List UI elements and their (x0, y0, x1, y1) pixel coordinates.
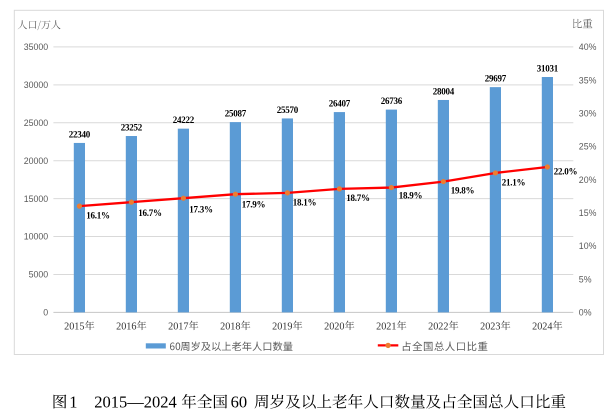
svg-text:15000: 15000 (24, 194, 49, 204)
svg-text:10000: 10000 (24, 232, 49, 242)
svg-text:31031: 31031 (537, 63, 559, 73)
svg-text:25%: 25% (579, 142, 597, 152)
svg-text:2022: 2022 (428, 321, 448, 332)
svg-text:17.9%: 17.9% (242, 200, 266, 210)
svg-text:2015: 2015 (64, 321, 84, 332)
svg-text:28004: 28004 (433, 86, 455, 96)
svg-text:16.1%: 16.1% (86, 211, 110, 221)
svg-text:2017: 2017 (168, 321, 188, 332)
svg-text:23252: 23252 (121, 122, 143, 132)
svg-text:30%: 30% (579, 109, 597, 119)
svg-text:20000: 20000 (24, 156, 49, 166)
svg-text:2020: 2020 (324, 321, 344, 332)
svg-text:22340: 22340 (69, 129, 91, 139)
svg-text:29697: 29697 (485, 74, 507, 84)
svg-text:15%: 15% (579, 208, 597, 218)
svg-text:17.3%: 17.3% (189, 205, 213, 215)
svg-text:0%: 0% (579, 308, 592, 318)
svg-text:21.1%: 21.1% (502, 178, 526, 188)
svg-text:20%: 20% (579, 175, 597, 185)
svg-text:2019: 2019 (272, 321, 292, 332)
svg-text:2015—2024: 2015—2024 (94, 392, 177, 411)
svg-text:25000: 25000 (24, 118, 49, 128)
svg-text:25087: 25087 (225, 109, 247, 119)
svg-text:18.9%: 18.9% (399, 191, 423, 201)
svg-text:60: 60 (231, 392, 248, 411)
svg-text:18.1%: 18.1% (293, 198, 317, 208)
svg-text:0: 0 (43, 308, 48, 318)
svg-text:19.8%: 19.8% (451, 186, 475, 196)
svg-text:5%: 5% (579, 274, 592, 284)
svg-text:30000: 30000 (24, 80, 49, 90)
svg-text:16.7%: 16.7% (138, 208, 162, 218)
svg-text:2024: 2024 (532, 321, 552, 332)
svg-text:35000: 35000 (24, 42, 49, 52)
svg-text:35%: 35% (579, 75, 597, 85)
svg-text:22.0%: 22.0% (554, 167, 578, 177)
svg-text:2018: 2018 (220, 321, 240, 332)
svg-text:40%: 40% (579, 42, 597, 52)
svg-text:1: 1 (69, 392, 77, 411)
svg-text:25570: 25570 (277, 105, 299, 115)
svg-text:5000: 5000 (29, 270, 49, 280)
svg-text:18.7%: 18.7% (346, 193, 370, 203)
svg-text:24222: 24222 (173, 115, 195, 125)
svg-text:10%: 10% (579, 241, 597, 251)
svg-text:2016: 2016 (116, 321, 136, 332)
svg-text:26736: 26736 (381, 96, 403, 106)
svg-text:2021: 2021 (376, 321, 396, 332)
svg-text:26407: 26407 (329, 99, 351, 109)
svg-text:2023: 2023 (480, 321, 500, 332)
